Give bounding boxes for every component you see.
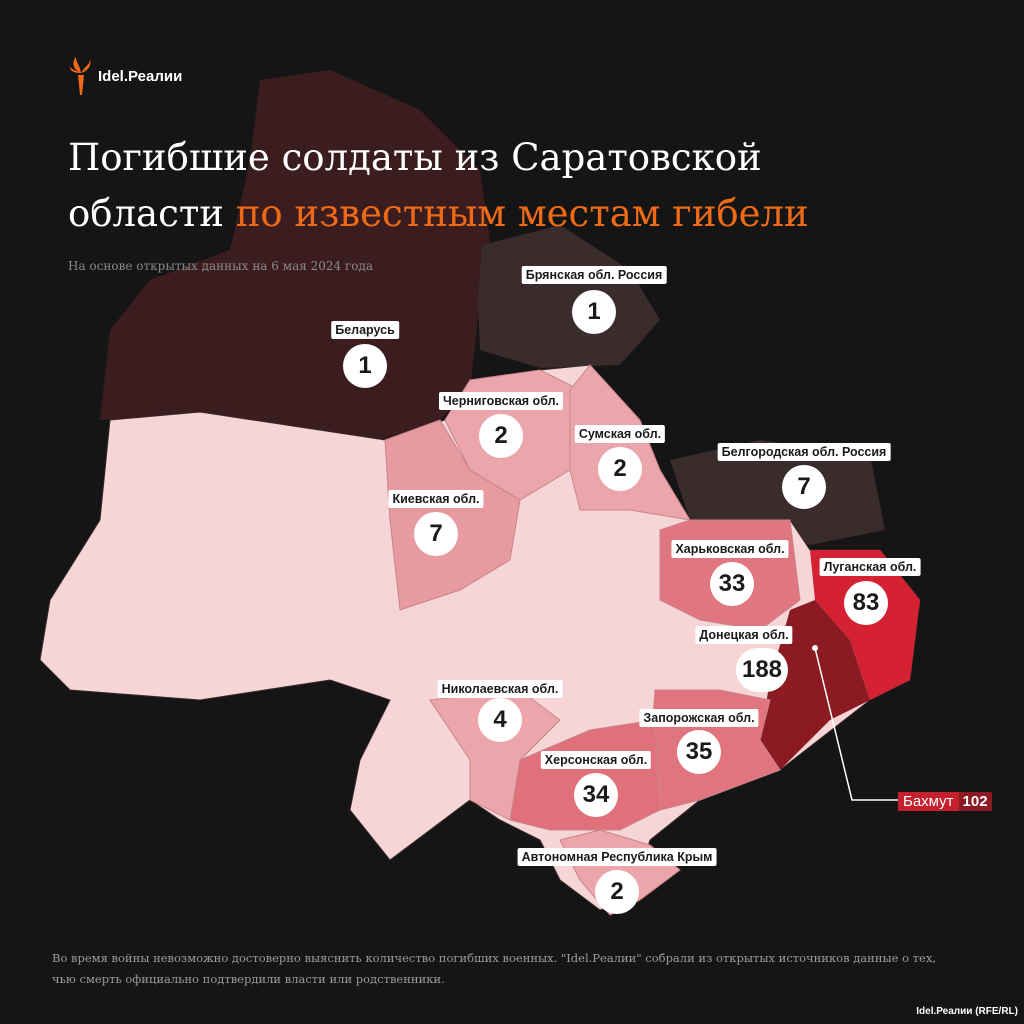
brand-name: Idel.Реалии <box>98 67 183 85</box>
region-label: Беларусь <box>331 321 399 339</box>
region-bryansk <box>478 225 660 368</box>
region-label: Белгородская обл. Россия <box>717 443 891 461</box>
region-belarus <box>100 70 490 440</box>
bakhmut-callout-line <box>814 647 898 801</box>
credit: Idel.Реалии (RFE/RL) <box>916 1006 1018 1017</box>
region-count: 2 <box>479 414 523 458</box>
region-count: 7 <box>414 512 458 556</box>
region-count: 188 <box>735 648 789 692</box>
region-luhansk <box>810 550 920 700</box>
region-label: Черниговская обл. <box>438 392 564 410</box>
region-count: 1 <box>572 290 616 334</box>
title-line-1: Погибшие солдаты из Саратовской <box>68 136 762 179</box>
bakhmut-marker <box>812 645 818 651</box>
region-kyiv <box>384 419 521 611</box>
region-label: Херсонская обл. <box>540 751 652 769</box>
region-count: 83 <box>844 581 888 625</box>
footnote: Во время войны невозможно достоверно выя… <box>52 951 936 986</box>
page-title: Погибшие солдаты из Саратовской области … <box>68 130 968 242</box>
region-count: 2 <box>595 870 639 914</box>
region-count: 35 <box>677 730 721 774</box>
region-count: 33 <box>710 562 754 606</box>
region-label: Николаевская обл. <box>437 680 563 698</box>
bakhmut-label: Бахмут <box>898 792 959 811</box>
title-accent: по известным местам гибели <box>235 192 809 235</box>
subtitle: На основе открытых данных на 6 мая 2024 … <box>68 259 374 273</box>
region-label: Киевская обл. <box>388 490 484 508</box>
region-count: 7 <box>782 465 826 509</box>
bakhmut-callout: Бахмут 102 <box>898 792 992 811</box>
bakhmut-count: 102 <box>958 792 992 811</box>
region-count: 4 <box>478 698 522 742</box>
region-label: Автономная Республика Крым <box>517 848 717 866</box>
region-label: Луганская обл. <box>819 558 921 576</box>
region-label: Запорожская обл. <box>639 709 759 727</box>
region-label: Донецкая обл. <box>695 626 793 644</box>
title-line-2: области <box>68 192 224 235</box>
region-count: 2 <box>598 447 642 491</box>
region-belgorod <box>670 440 885 545</box>
brand-logo[interactable]: Idel.Реалии <box>70 55 182 97</box>
region-label: Брянская обл. Россия <box>521 266 667 284</box>
region-label: Сумская обл. <box>574 425 666 443</box>
region-count: 34 <box>574 773 618 817</box>
region-label: Харьковская обл. <box>671 540 789 558</box>
torch-flame-icon <box>70 57 91 95</box>
region-count: 1 <box>343 344 387 388</box>
